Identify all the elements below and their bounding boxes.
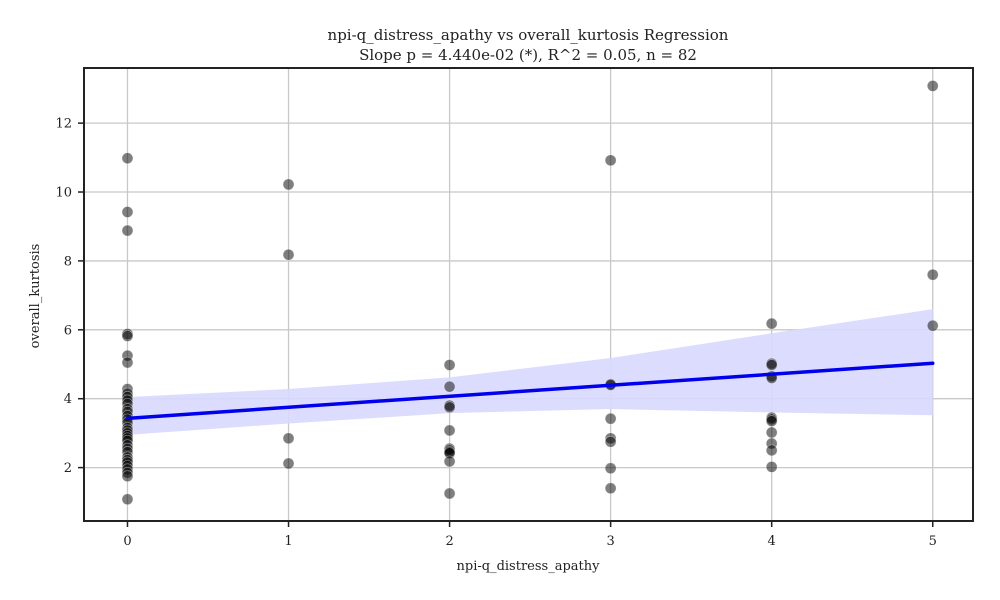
chart-title: npi-q_distress_apathy vs overall_kurtosi… (328, 26, 729, 44)
axes (78, 67, 974, 527)
x-tick-label-5: 5 (929, 534, 937, 549)
data-point-39 (443, 380, 456, 393)
data-point-42 (443, 424, 456, 437)
y-tick-label-1: 4 (64, 392, 72, 407)
data-point-56 (604, 482, 617, 495)
chart-subtitle: Slope p = 4.440e-02 (*), R^2 = 0.05, n =… (359, 46, 697, 64)
scatter-points (121, 80, 939, 506)
data-point-6 (121, 356, 134, 369)
grid-lines (84, 68, 973, 521)
data-point-32 (121, 470, 134, 483)
data-point-71 (926, 319, 939, 332)
data-point-65 (765, 426, 778, 439)
regression-line-layer (125, 361, 935, 421)
data-point-47 (443, 455, 456, 468)
data-point-1 (121, 206, 134, 218)
data-point-41 (443, 401, 456, 414)
data-point-0 (121, 152, 134, 165)
data-point-36 (282, 432, 295, 445)
data-point-69 (926, 80, 939, 92)
x-tick-label-4: 4 (768, 534, 776, 549)
x-tick-label-2: 2 (445, 534, 453, 549)
data-point-38 (443, 359, 456, 371)
y-tick-label-2: 6 (64, 323, 72, 338)
x-tick-label-1: 1 (284, 534, 292, 549)
data-point-34 (282, 178, 295, 191)
data-point-70 (926, 268, 939, 281)
data-point-68 (765, 461, 778, 473)
x-tick-label-0: 0 (123, 534, 131, 549)
data-point-64 (765, 415, 778, 427)
data-point-37 (282, 457, 295, 470)
y-tick-label-5: 12 (55, 117, 72, 132)
x-axis-label: npi-q_distress_apathy (457, 559, 601, 574)
data-point-55 (604, 462, 617, 475)
data-point-59 (765, 359, 778, 371)
data-point-2 (121, 224, 134, 237)
data-point-48 (443, 487, 456, 500)
data-point-57 (765, 317, 778, 330)
regression-line (125, 361, 935, 421)
data-point-54 (604, 435, 617, 448)
data-point-67 (765, 444, 778, 457)
data-point-33 (121, 493, 134, 506)
data-point-49 (604, 154, 617, 167)
plot-frame (83, 67, 974, 522)
y-tick-label-4: 10 (55, 186, 72, 201)
y-tick-label-3: 8 (64, 254, 72, 269)
y-axis-label: overall_kurtosis (28, 244, 43, 349)
y-tick-label-0: 2 (64, 461, 72, 476)
data-point-4 (121, 330, 134, 342)
data-point-35 (282, 248, 295, 261)
x-tick-label-3: 3 (606, 534, 614, 549)
data-point-52 (604, 412, 617, 425)
